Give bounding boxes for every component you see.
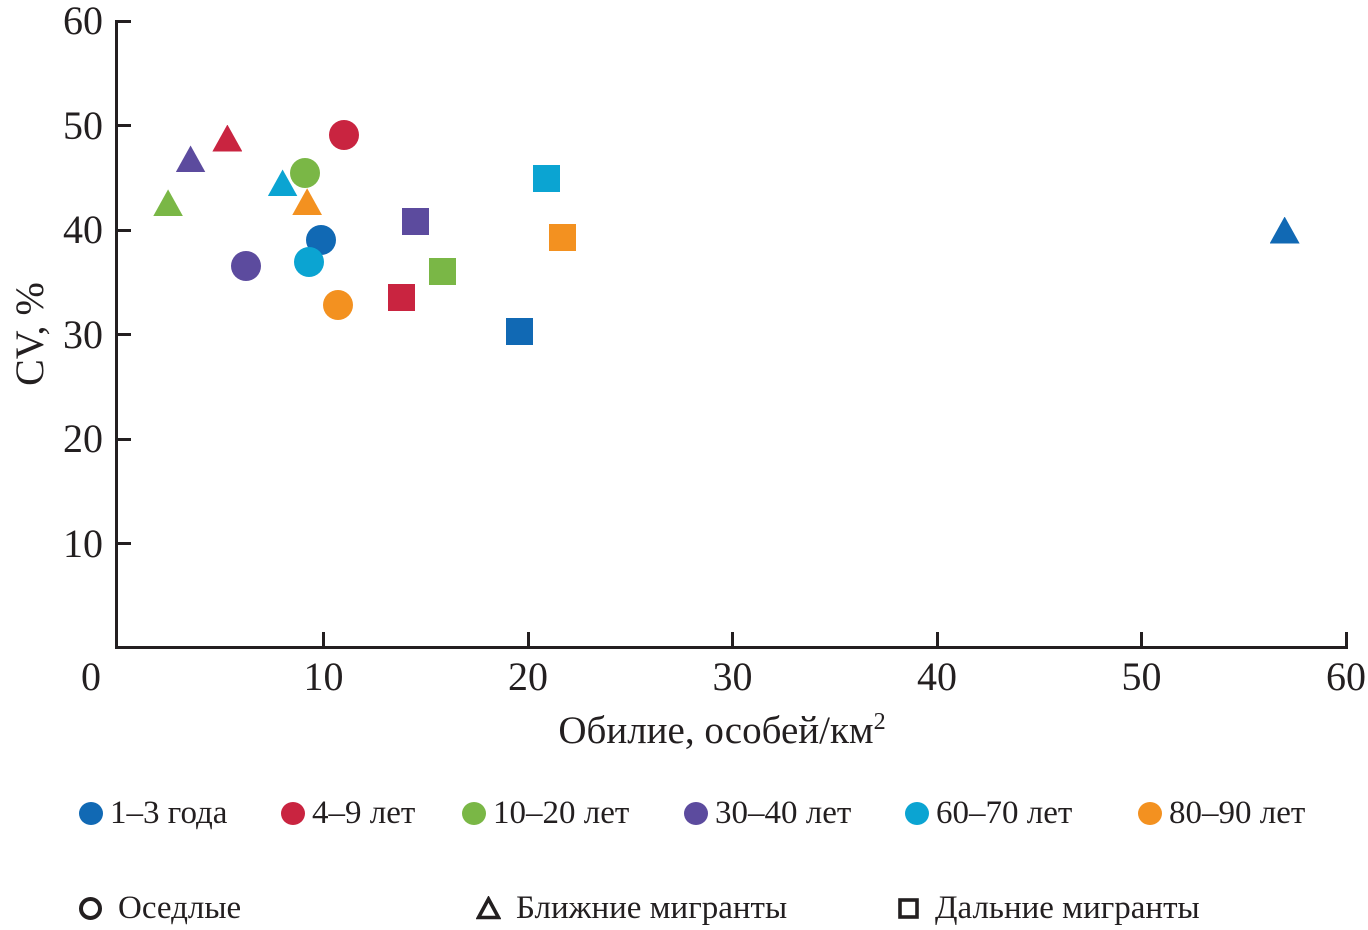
legend-age-label: 4–9 лет <box>312 795 416 831</box>
y-tick <box>118 19 131 23</box>
y-tick-label: 50 <box>63 102 103 148</box>
legend-item-age-group: 4–9 лет <box>281 793 415 833</box>
data-point-square <box>402 208 430 236</box>
y-tick-label: 30 <box>63 311 103 357</box>
x-tick-label: 10 <box>303 654 344 699</box>
y-tick <box>118 333 131 336</box>
x-tick-label: 30 <box>712 654 753 699</box>
y-tick <box>118 437 131 441</box>
x-axis-line <box>115 646 1348 649</box>
x-axis-title: Обилие, особей/км2 <box>422 700 1022 753</box>
y-tick <box>118 228 131 232</box>
x-axis-title-superscript: 2 <box>873 708 886 735</box>
data-point-circle <box>328 119 359 150</box>
legend-item-age-group: 30–40 лет <box>684 793 851 833</box>
data-point-triangle <box>292 188 323 216</box>
x-tick-label: 40 <box>917 654 957 699</box>
x-axis-title-text: Обилие, особей/км <box>558 709 874 752</box>
legend-age-label: 30–40 лет <box>715 795 852 831</box>
data-point-circle <box>290 157 321 188</box>
legend-circle-outline-icon <box>78 896 103 921</box>
y-tick-label: 40 <box>63 207 103 252</box>
legend-dot-icon <box>462 801 486 825</box>
data-point-square <box>387 284 415 312</box>
legend-item-migration-type: Ближние мигранты <box>476 888 787 928</box>
data-point-square <box>506 317 534 345</box>
legend-age-label: 60–70 лет <box>936 795 1073 831</box>
data-point-circle <box>322 290 353 321</box>
legend-dot-icon <box>684 801 708 825</box>
data-point-square <box>532 165 560 193</box>
y-axis-line <box>115 20 118 649</box>
x-tick <box>322 632 325 646</box>
legend-age-label: 1–3 года <box>110 795 228 831</box>
x-tick-label: 50 <box>1121 654 1162 699</box>
data-point-circle <box>230 250 261 281</box>
y-tick <box>118 124 131 127</box>
legend-migration-label: Оседлые <box>118 890 242 926</box>
data-point-triangle <box>212 124 243 152</box>
legend-square-outline-icon <box>897 897 920 920</box>
legend-age-label: 80–90 лет <box>1169 795 1306 831</box>
x-tick <box>731 632 734 646</box>
y-tick-label: 20 <box>63 416 103 461</box>
legend-dot-icon <box>79 801 103 825</box>
legend-item-age-group: 60–70 лет <box>905 793 1072 833</box>
x-tick-label: 0 <box>81 654 101 699</box>
x-tick <box>935 632 939 646</box>
data-point-triangle <box>1269 216 1300 244</box>
legend-item-migration-type: Дальние мигранты <box>897 888 1200 928</box>
x-tick <box>526 632 530 646</box>
x-tick-label: 20 <box>508 654 548 699</box>
legend-migration-label: Дальние мигранты <box>935 890 1200 926</box>
data-point-circle <box>294 247 325 278</box>
x-tick-label: 60 <box>1326 654 1366 699</box>
y-tick <box>118 542 131 545</box>
legend-dot-icon <box>1138 801 1162 825</box>
legend-item-age-group: 80–90 лет <box>1138 793 1305 833</box>
legend-item-age-group: 10–20 лет <box>462 793 629 833</box>
data-point-triangle <box>153 189 184 217</box>
y-tick-label: 10 <box>63 520 103 566</box>
legend-item-age-group: 1–3 года <box>79 793 227 833</box>
x-tick <box>1140 632 1143 646</box>
data-point-square <box>549 223 577 251</box>
legend-age-label: 10–20 лет <box>493 795 630 831</box>
data-point-square <box>428 258 456 286</box>
legend-triangle-outline-icon <box>476 896 501 920</box>
data-point-triangle <box>175 145 206 173</box>
x-tick <box>1344 632 1348 646</box>
legend-migration-label: Ближние мигранты <box>516 890 788 926</box>
legend-dot-icon <box>281 801 305 825</box>
legend-dot-icon <box>905 801 929 825</box>
y-tick-label: 60 <box>63 0 103 43</box>
legend-item-migration-type: Оседлые <box>78 888 241 928</box>
